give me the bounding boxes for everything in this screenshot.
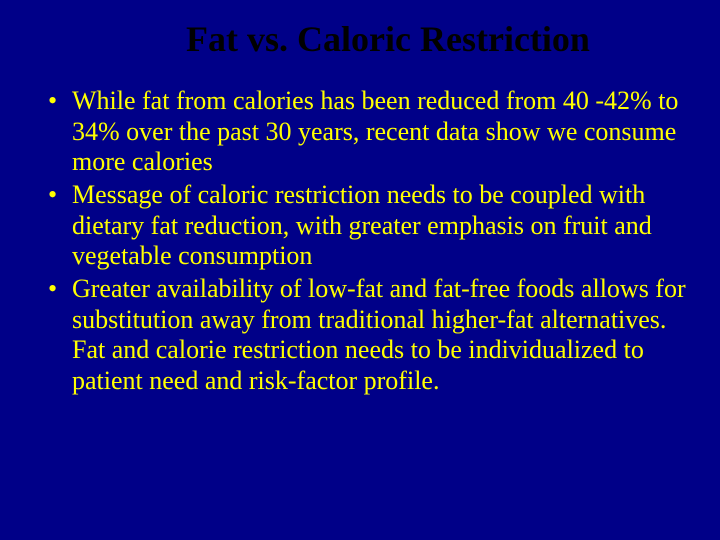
bullet-item: Greater availability of low-fat and fat-… [48, 274, 688, 397]
slide: Fat vs. Caloric Restriction While fat fr… [0, 0, 720, 540]
bullet-item: Message of caloric restriction needs to … [48, 180, 688, 272]
bullet-item: While fat from calories has been reduced… [48, 86, 688, 178]
slide-title: Fat vs. Caloric Restriction [48, 18, 688, 60]
bullet-list: While fat from calories has been reduced… [48, 86, 688, 397]
